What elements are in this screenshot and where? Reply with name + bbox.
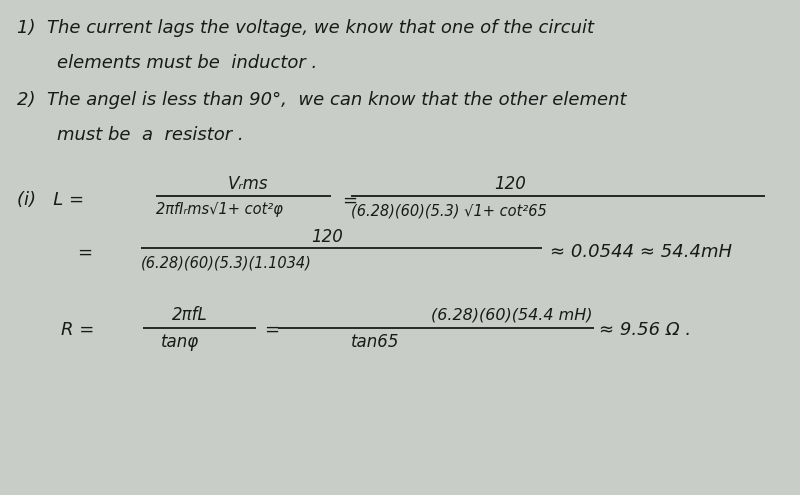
- Text: ≈ 0.0544 ≈ 54.4mH: ≈ 0.0544 ≈ 54.4mH: [550, 244, 732, 261]
- Text: Vᵣms: Vᵣms: [228, 175, 269, 193]
- Text: 2πfL: 2πfL: [172, 306, 208, 324]
- Text: elements must be  inductor .: elements must be inductor .: [57, 54, 318, 72]
- Text: tanφ: tanφ: [161, 334, 198, 351]
- Text: =: =: [264, 321, 279, 339]
- Text: 2πfIᵣms√1+ cot²φ: 2πfIᵣms√1+ cot²φ: [157, 201, 283, 217]
- Text: ≈ 9.56 Ω .: ≈ 9.56 Ω .: [599, 321, 691, 339]
- Text: 120: 120: [311, 228, 343, 246]
- Text: (6.28)(60)(5.3)(1.1034): (6.28)(60)(5.3)(1.1034): [141, 256, 311, 271]
- Text: tan65: tan65: [351, 334, 400, 351]
- Text: =: =: [342, 191, 357, 209]
- Text: 1)  The current lags the voltage, we know that one of the circuit: 1) The current lags the voltage, we know…: [18, 19, 594, 38]
- Text: 120: 120: [494, 175, 526, 193]
- Text: (6.28)(60)(5.3) √1+ cot²65: (6.28)(60)(5.3) √1+ cot²65: [351, 203, 547, 218]
- Text: =: =: [77, 244, 92, 261]
- Text: (i)   L =: (i) L =: [18, 191, 85, 209]
- Text: 2)  The angel is less than 90°,  we can know that the other element: 2) The angel is less than 90°, we can kn…: [18, 91, 626, 109]
- Text: R =: R =: [61, 321, 94, 339]
- Text: (6.28)(60)(54.4 mH): (6.28)(60)(54.4 mH): [431, 308, 592, 323]
- Text: must be  a  resistor .: must be a resistor .: [57, 126, 244, 144]
